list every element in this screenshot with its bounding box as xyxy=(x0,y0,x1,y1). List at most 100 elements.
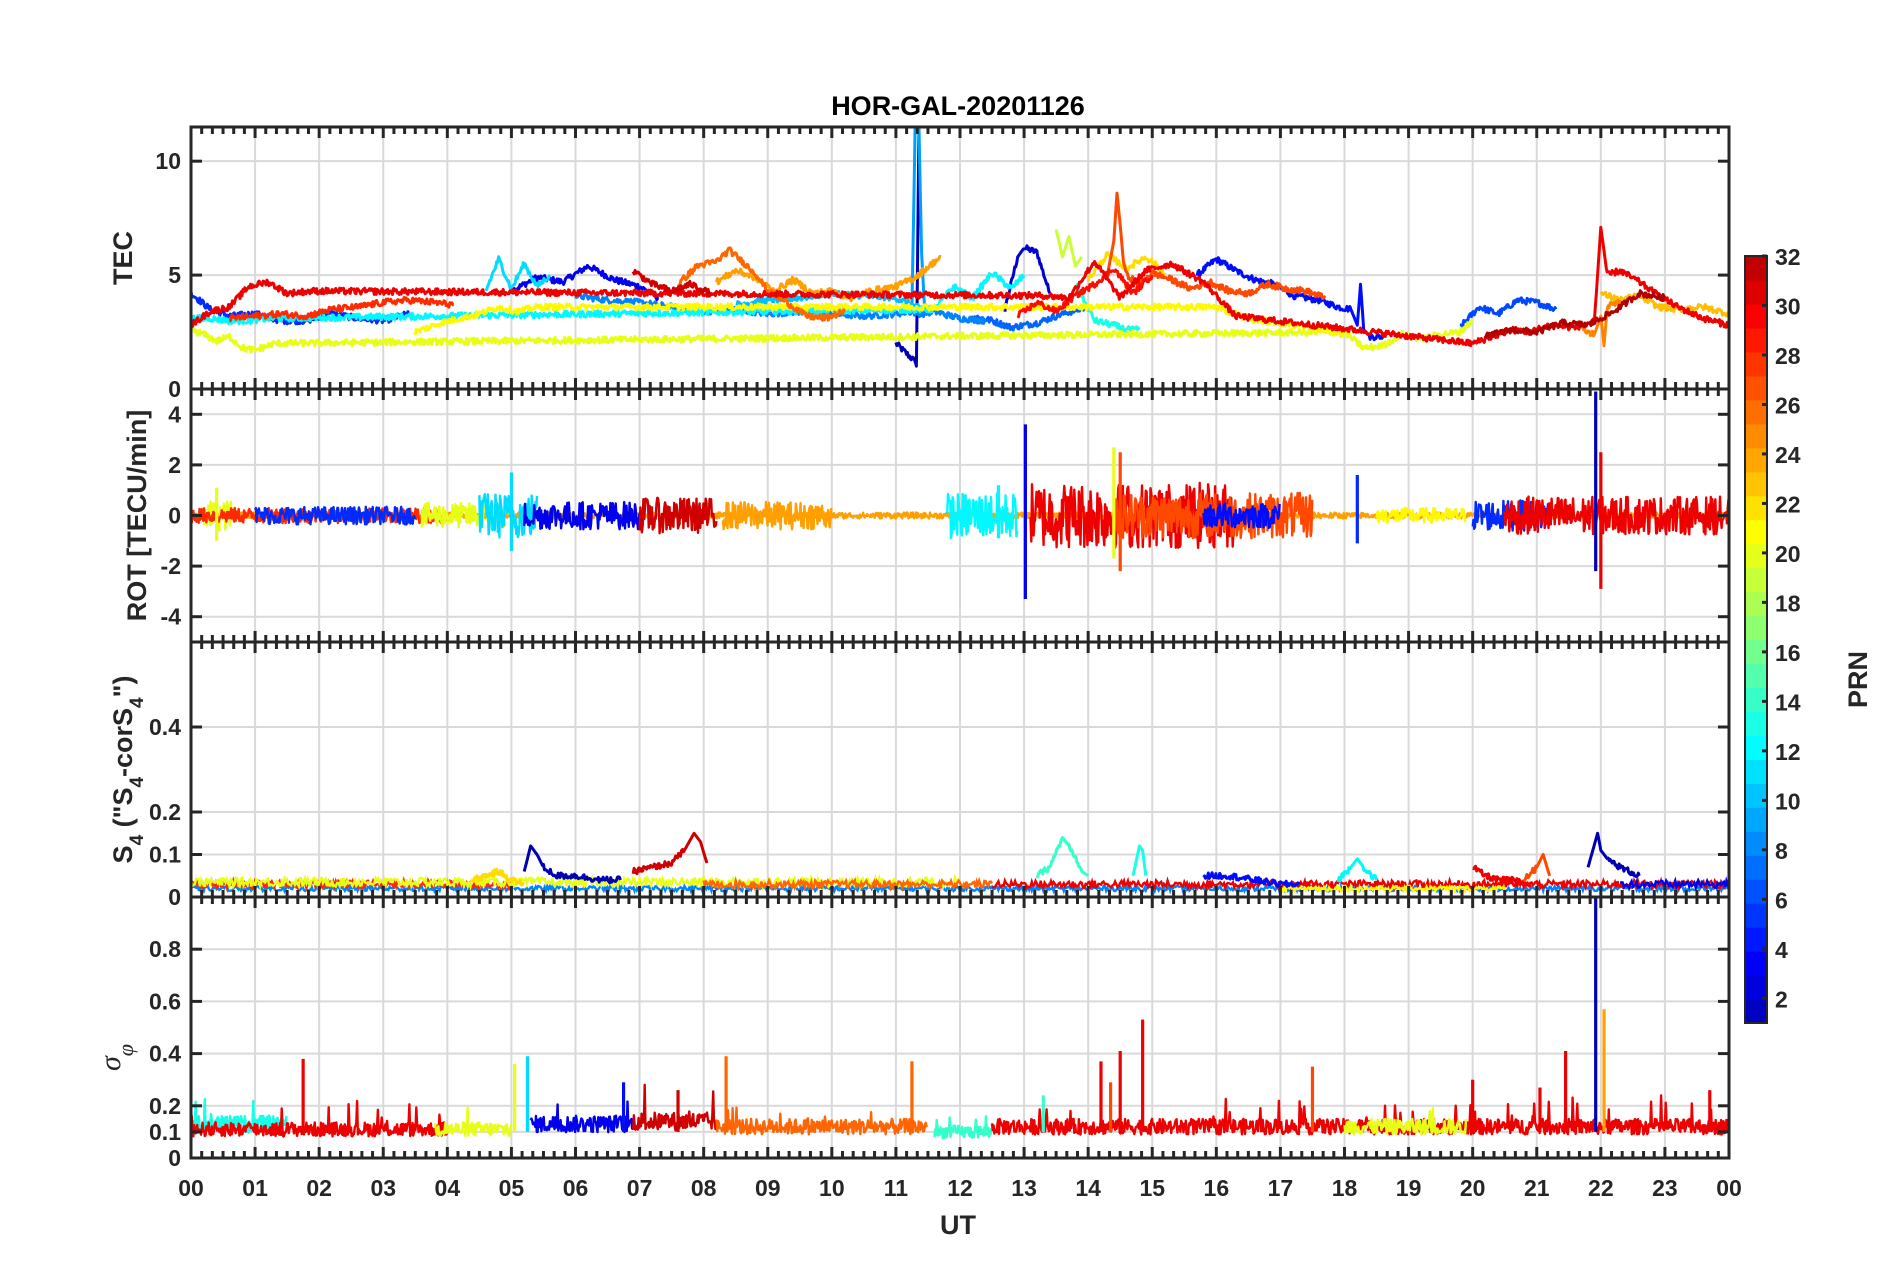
series-prn-28 xyxy=(228,296,455,323)
x-tick-label: 11 xyxy=(884,1175,909,1201)
series-prn-31 xyxy=(631,831,709,876)
x-tick-label: 06 xyxy=(563,1175,589,1201)
colorbar-swatch xyxy=(1745,399,1767,425)
series-prn-4 xyxy=(1202,871,1301,888)
x-tick-label: 16 xyxy=(1204,1175,1230,1201)
colorbar-swatch xyxy=(1745,687,1767,713)
data-rot xyxy=(191,391,1729,599)
colorbar-tick-label: 30 xyxy=(1775,293,1801,319)
y-tick-label: 0.4 xyxy=(149,714,181,740)
x-tick-label: 02 xyxy=(306,1175,332,1201)
ticks-rot xyxy=(189,389,1731,642)
activity-trace-prn-30 xyxy=(1503,495,1729,536)
series-prn-12 xyxy=(191,271,1026,326)
colorbar-tick-label: 8 xyxy=(1775,838,1788,864)
colorbar-tick-label: 6 xyxy=(1775,887,1788,913)
colorbar-label: PRN xyxy=(1843,651,1873,708)
x-tick-label: 19 xyxy=(1396,1175,1422,1201)
y-tick-label: 0.8 xyxy=(149,936,181,962)
series-prn-19 xyxy=(1054,229,1083,268)
colorbar-swatch xyxy=(1745,879,1767,904)
series-prn-4 xyxy=(1195,256,1385,342)
series-prn-1 xyxy=(894,127,921,368)
series-prn-11 xyxy=(484,255,552,292)
y-tick-label: 0 xyxy=(168,1145,181,1171)
colorbar-swatch xyxy=(1745,591,1767,617)
x-tick-label: 20 xyxy=(1460,1175,1486,1201)
colorbar-swatch xyxy=(1745,903,1767,928)
activity-trace-prn-13 xyxy=(191,1097,288,1134)
colorbar-swatch xyxy=(1745,927,1767,952)
colorbar-swatch xyxy=(1745,471,1767,497)
x-tick-label: 04 xyxy=(435,1175,461,1201)
colorbar-frame xyxy=(1744,255,1768,1024)
colorbar-swatch xyxy=(1745,663,1767,689)
series-prn-23 xyxy=(1599,290,1729,318)
y-tick-label: -2 xyxy=(161,553,181,579)
colorbar-swatch xyxy=(1745,423,1767,449)
panel-rot: -4 -2 0 2 4 ROT [TECU/min] xyxy=(122,387,1731,644)
activity-trace-prn-20 xyxy=(1343,1106,1468,1136)
colorbar-swatch xyxy=(1745,303,1767,329)
baseline-trace-prn-26 xyxy=(702,875,993,893)
y-tick-label: 0 xyxy=(168,376,181,402)
colorbar-tick-label: 18 xyxy=(1775,590,1801,616)
x-tick-label: 13 xyxy=(1011,1175,1037,1201)
panel-sigma: 00.10.2 0.4 0.6 0.8 σφ xyxy=(94,895,1731,1171)
series-prn-31 xyxy=(631,268,712,298)
colorbar-tick-label: 10 xyxy=(1775,788,1801,814)
ticks-tec xyxy=(189,127,1731,391)
y-tick-label: 5 xyxy=(168,262,181,288)
colorbar-swatch xyxy=(1745,711,1767,736)
colorbar-tick-label: 24 xyxy=(1775,442,1801,468)
series-prn-26 xyxy=(676,246,846,322)
series-prn-6 xyxy=(1459,296,1558,328)
colorbar-swatch xyxy=(1745,567,1767,593)
x-tick-label: 18 xyxy=(1332,1175,1358,1201)
series-prn-27 xyxy=(1522,853,1552,882)
baseline-trace-prn-21 xyxy=(1280,883,1506,895)
x-tick-label: 00 xyxy=(1716,1175,1742,1201)
activity-trace-prn-20 xyxy=(433,1106,513,1138)
series-prn-3 xyxy=(510,263,660,302)
baseline-trace-prn-3 xyxy=(1620,876,1729,892)
activity-trace-prn-14 xyxy=(933,1115,993,1140)
series-prn-14 xyxy=(1035,836,1090,879)
x-tick-label: 15 xyxy=(1139,1175,1165,1201)
y-axis-label-s4: S4 ("S4-corS4") xyxy=(108,676,148,864)
colorbar-swatch xyxy=(1745,543,1767,569)
colorbar-swatch xyxy=(1745,831,1767,856)
series-prn-32 xyxy=(1484,289,1667,340)
y-tick-label: 0 xyxy=(168,503,181,529)
series-prn-12 xyxy=(1336,857,1378,883)
series-prn-2 xyxy=(1003,244,1052,312)
activity-trace-prn-3 xyxy=(523,500,641,531)
colorbar-tick-label: 28 xyxy=(1775,343,1801,369)
activity-trace-prn-11 xyxy=(478,493,539,539)
series-prn-1 xyxy=(1586,831,1641,879)
colorbar-swatch xyxy=(1745,351,1767,377)
ticks-s4 xyxy=(189,642,1731,899)
x-tick-label: 14 xyxy=(1075,1175,1101,1201)
x-tick-label: 10 xyxy=(819,1175,845,1201)
colorbar-tick-label: 12 xyxy=(1775,739,1801,765)
colorbar-tick-label: 16 xyxy=(1775,640,1801,666)
series-prn-20 xyxy=(191,319,1474,354)
panel-s4: 0 0.1 0.2 0.4S4 ("S4-corS4") xyxy=(108,640,1731,910)
colorbar-swatch xyxy=(1745,495,1767,521)
data-sigma xyxy=(191,897,1729,1140)
activity-trace-prn-21 xyxy=(1375,506,1467,525)
y-tick-label: 0.1 xyxy=(149,1119,181,1145)
grid-tec xyxy=(191,127,1729,389)
series-prn-30 xyxy=(1472,864,1532,888)
x-tick-label: 21 xyxy=(1524,1175,1550,1201)
colorbar-tick-label: 32 xyxy=(1775,244,1801,270)
x-tick-label: 09 xyxy=(755,1175,781,1201)
series-prn-13 xyxy=(1073,283,1141,333)
colorbar-swatch xyxy=(1745,447,1767,473)
colorbar-tick-label: 14 xyxy=(1775,689,1801,715)
series-prn-30 xyxy=(191,225,1729,348)
